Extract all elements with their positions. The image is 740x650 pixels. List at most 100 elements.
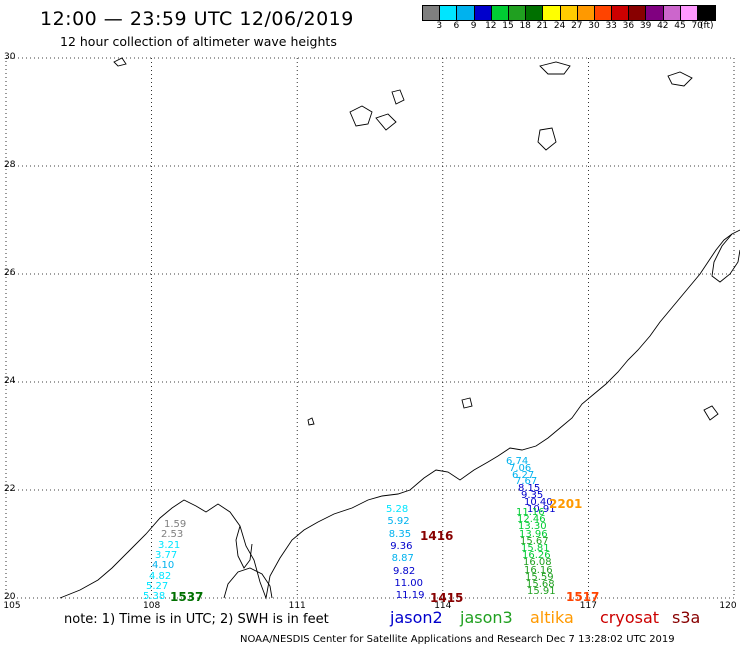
wave-height-label: 1.59 bbox=[164, 519, 187, 530]
legend-swatch bbox=[560, 6, 578, 20]
wave-height-label: 15.67 bbox=[520, 535, 549, 547]
pass-time-label: 1537 bbox=[170, 590, 204, 604]
wave-height-label: 12.46 bbox=[517, 514, 546, 526]
wave-height-label: 6.27 bbox=[512, 469, 535, 481]
wave-height-label: 4.82 bbox=[149, 570, 172, 582]
legend-tick-label: 3 bbox=[436, 21, 443, 31]
longitude-tick-label: 117 bbox=[579, 601, 597, 611]
wave-height-label: 11.19 bbox=[395, 590, 425, 602]
wave-height-label: 16.16 bbox=[524, 564, 553, 576]
coastline-mainland bbox=[59, 229, 740, 600]
longitude-tick-label: 114 bbox=[434, 601, 452, 611]
legend-swatch bbox=[663, 6, 681, 20]
longitude-tick-label: 111 bbox=[288, 601, 306, 611]
latitude-tick-label: 24 bbox=[4, 376, 16, 386]
wave-height-label: 10.91 bbox=[527, 503, 556, 515]
wave-height-label: 3.21 bbox=[158, 539, 181, 551]
legend-tick-label: 27 bbox=[571, 21, 583, 31]
wave-height-label: 13.96 bbox=[519, 528, 548, 540]
wave-height-label: 15.81 bbox=[521, 543, 550, 554]
legend-tick-label: 45 bbox=[674, 21, 686, 31]
pass-time-label: 1517 bbox=[566, 590, 600, 604]
legend-tick-label: 18 bbox=[519, 21, 531, 31]
legend-tick-label: 9 bbox=[470, 21, 477, 31]
map-subtitle: 12 hour collection of altimeter wave hei… bbox=[60, 34, 337, 49]
footer-credit: NOAA/NESDIS Center for Satellite Applica… bbox=[240, 634, 675, 645]
footer-note: note: 1) Time is in UTC; 2) SWH is in fe… bbox=[64, 612, 329, 627]
legend-swatch bbox=[629, 6, 647, 20]
map-frame bbox=[5, 57, 735, 599]
wave-height-label: 5.28 bbox=[386, 504, 409, 515]
longitude-tick-label: 120 bbox=[719, 601, 737, 611]
wave-height-label: 7.06 bbox=[509, 462, 532, 474]
coastline-islands-south bbox=[307, 397, 719, 426]
wave-height-label: 8.35 bbox=[388, 528, 412, 540]
legend-tick-label: 42 bbox=[657, 21, 669, 31]
legend-tick-label: 70 bbox=[691, 21, 703, 31]
wave-height-label: 8.87 bbox=[391, 553, 414, 565]
wave-height-label: 15.68 bbox=[526, 579, 555, 590]
legend-swatch bbox=[474, 6, 492, 20]
satellite-name: jason3 bbox=[460, 608, 513, 627]
legend-swatch bbox=[423, 6, 441, 20]
legend-swatch bbox=[577, 6, 595, 20]
legend-swatch bbox=[594, 6, 613, 20]
legend-swatch bbox=[457, 6, 475, 20]
wave-height-label: 7.67 bbox=[515, 476, 538, 488]
wave-height-label: 9.82 bbox=[393, 565, 416, 577]
wave-height-label: 4.10 bbox=[152, 560, 175, 572]
satellite-name: s3a bbox=[672, 608, 701, 627]
wave-height-label: 15.59 bbox=[525, 571, 554, 583]
legend-tick-label: 12 bbox=[485, 21, 497, 31]
wave-height-label: 9.36 bbox=[390, 540, 413, 552]
wave-height-label: 6.74 bbox=[506, 456, 529, 467]
legend-tick-label: 24 bbox=[553, 21, 566, 31]
wave-height-label: 5.38 bbox=[143, 591, 166, 603]
legend-swatch bbox=[526, 6, 544, 20]
wave-height-label: 11.00 bbox=[394, 577, 424, 589]
legend-tick-label: 33 bbox=[605, 21, 617, 31]
latitude-tick-label: 28 bbox=[4, 160, 16, 170]
coastline-taiwan bbox=[711, 233, 740, 283]
map-title: 12:00 — 23:59 UTC 12/06/2019 bbox=[40, 8, 354, 30]
coastline-hainan bbox=[223, 567, 273, 599]
pass-time-label: 2201 bbox=[549, 497, 583, 511]
coastline-islands-north bbox=[113, 57, 693, 151]
wave-height-label: 11.16 bbox=[516, 507, 545, 518]
legend-tick-label: 36 bbox=[622, 21, 635, 31]
legend-tick-label: 6 bbox=[453, 21, 460, 31]
wave-height-label: 3.77 bbox=[155, 549, 178, 561]
wave-height-label: 10.40 bbox=[524, 496, 553, 508]
legend-swatch bbox=[698, 6, 716, 20]
wave-height-label: 15.91 bbox=[527, 586, 556, 598]
coastline bbox=[59, 57, 740, 600]
color-legend bbox=[422, 5, 717, 21]
legend-swatch bbox=[543, 6, 561, 20]
wave-height-label: 2.53 bbox=[161, 529, 184, 541]
legend-swatch bbox=[440, 6, 458, 20]
latitude-tick-label: 30 bbox=[4, 52, 16, 62]
wave-height-label: 16.26 bbox=[522, 550, 551, 562]
legend-swatch bbox=[612, 6, 630, 20]
legend-swatch bbox=[508, 6, 527, 20]
legend-tick-label: 21 bbox=[536, 21, 549, 31]
legend-unit: (ft) bbox=[700, 21, 714, 31]
pass-time-label: 1416 bbox=[420, 529, 454, 543]
lat-lon-grid bbox=[5, 57, 735, 599]
pass-time-label: 1415 bbox=[430, 591, 464, 605]
satellite-name: cryosat bbox=[600, 608, 660, 627]
legend-swatch bbox=[680, 6, 698, 20]
longitude-tick-label: 108 bbox=[143, 601, 161, 611]
latitude-tick-label: 20 bbox=[4, 592, 16, 602]
longitude-tick-label: 105 bbox=[3, 601, 21, 611]
wave-height-label: 9.35 bbox=[521, 490, 544, 501]
wave-height-label: 5.92 bbox=[387, 516, 410, 528]
wave-height-label: 16.08 bbox=[523, 557, 552, 569]
satellite-name: jason2 bbox=[390, 608, 443, 627]
latitude-tick-label: 26 bbox=[4, 268, 16, 278]
legend-tick-label: 30 bbox=[588, 21, 600, 31]
legend-tick-label: 15 bbox=[502, 21, 514, 31]
satellite-name: altika bbox=[530, 608, 574, 627]
coastline-leizhou bbox=[235, 525, 253, 569]
